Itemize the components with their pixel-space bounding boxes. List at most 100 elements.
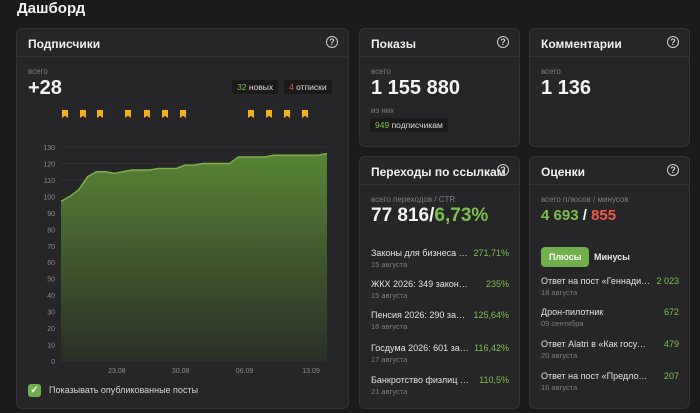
impressions-subs-label: подписчикам xyxy=(391,120,443,130)
link-item-value: 271,71% xyxy=(473,248,509,258)
minus-value: 855 xyxy=(591,207,617,224)
post-marker-icon[interactable] xyxy=(144,110,150,118)
rating-item-title[interactable]: Дрон-пилотник xyxy=(541,307,604,317)
x-tick-label: 30.08 xyxy=(172,368,190,375)
post-marker-icon[interactable] xyxy=(62,110,68,118)
link-item-value: 235% xyxy=(485,279,509,289)
post-marker-icon[interactable] xyxy=(162,110,168,118)
link-item-title[interactable]: Банкротство физлиц 2026 xyxy=(371,375,469,385)
y-tick-label: 90 xyxy=(47,211,55,218)
impressions-total-value: 1 155 880 xyxy=(371,77,460,99)
x-tick-label: 13.09 xyxy=(302,368,320,375)
rating-item-value: 672 xyxy=(663,307,679,317)
subscribers-title: Подписчики xyxy=(28,37,101,51)
show-posts-label[interactable]: Показывать опубликованные посты xyxy=(49,385,199,395)
link-clicks-total-label: всего переходов / CTR xyxy=(371,195,456,204)
comments-card: Комментарии ? всего 1 136 xyxy=(529,28,690,147)
y-tick-label: 80 xyxy=(47,227,55,234)
link-clicks-card: Переходы по ссылкам ? всего переходов / … xyxy=(359,156,520,409)
comments-total-value: 1 136 xyxy=(541,77,592,99)
link-item-title[interactable]: ЖКХ 2026: 349 законов и поправок xyxy=(371,279,469,289)
y-tick-label: 50 xyxy=(47,277,55,284)
post-marker-icon[interactable] xyxy=(97,110,103,118)
unsub-label: отписки xyxy=(296,82,327,92)
unsub-count: 4 xyxy=(289,82,294,92)
impressions-title: Показы xyxy=(371,37,416,51)
ratings-card: Оценки ? всего плюсов / минусов 4 693 / … xyxy=(529,156,690,409)
y-tick-label: 120 xyxy=(43,161,55,168)
y-tick-label: 20 xyxy=(47,326,55,333)
ratings-total: 4 693 / 855 xyxy=(541,207,616,224)
link-item[interactable]: Законы для бизнеса 2026 271,71% 15 авгус… xyxy=(371,248,509,274)
subscribers-total-label: всего xyxy=(28,67,48,76)
link-clicks-total: 77 816/6,73% xyxy=(371,205,488,227)
link-item-title[interactable]: Пенсия 2026: 290 законов xyxy=(371,310,469,320)
comments-title: Комментарии xyxy=(541,37,622,51)
y-tick-label: 70 xyxy=(47,244,55,251)
page-title: Дашборд xyxy=(17,0,86,17)
y-tick-label: 30 xyxy=(47,310,55,317)
link-item-title[interactable]: Госдума 2026: 601 закон xyxy=(371,343,469,353)
divider xyxy=(17,56,348,57)
link-item-value: 116,42% xyxy=(474,343,509,353)
x-tick-label: 06.09 xyxy=(236,368,254,375)
unsubscribed-pill: 4 отписки xyxy=(284,80,332,94)
help-icon[interactable]: ? xyxy=(667,36,679,48)
rating-item[interactable]: Ответ на пост «Геннадий» 2 023 18 август… xyxy=(541,276,679,302)
link-item-value: 110,5% xyxy=(479,375,509,385)
ratings-title: Оценки xyxy=(541,165,586,179)
link-item-value: 125,64% xyxy=(473,310,509,320)
link-item[interactable]: Пенсия 2026: 290 законов 125,64% 16 авгу… xyxy=(371,310,509,336)
rating-item-value: 2 023 xyxy=(656,276,679,286)
rating-item-title[interactable]: Ответ на пост «Геннадий» xyxy=(541,276,651,286)
chart-area xyxy=(61,153,327,361)
divider xyxy=(360,184,519,185)
tab-minus[interactable]: Минусы xyxy=(594,252,630,262)
post-marker-icon[interactable] xyxy=(266,110,272,118)
post-marker-icon[interactable] xyxy=(248,110,254,118)
rating-item-date: 16 августа xyxy=(541,383,578,392)
link-item-date: 15 августа xyxy=(371,291,408,300)
divider xyxy=(530,56,689,57)
post-marker-icon[interactable] xyxy=(80,110,86,118)
link-item[interactable]: Банкротство физлиц 2026 110,5% 21 август… xyxy=(371,375,509,401)
new-label: новых xyxy=(248,82,274,92)
help-icon[interactable]: ? xyxy=(497,36,509,48)
link-item[interactable]: ЖКХ 2026: 349 законов и поправок 235% 15… xyxy=(371,279,509,305)
chart-line xyxy=(60,152,328,202)
post-marker-icon[interactable] xyxy=(180,110,186,118)
help-icon[interactable]: ? xyxy=(667,164,679,176)
rating-item[interactable]: Ответ на пост «Предложение» 207 16 авгус… xyxy=(541,371,679,397)
post-marker-icon[interactable] xyxy=(125,110,131,118)
comments-total-label: всего xyxy=(541,67,561,76)
subscribers-total-value: +28 xyxy=(28,77,62,99)
rating-item[interactable]: Ответ Alatri в «Как государство» 479 20 … xyxy=(541,339,679,365)
help-icon[interactable]: ? xyxy=(326,36,338,48)
help-icon[interactable]: ? xyxy=(497,164,509,176)
link-item-date: 21 августа xyxy=(371,387,408,396)
plus-value: 4 693 xyxy=(541,207,579,224)
y-tick-label: 130 xyxy=(43,145,55,152)
show-posts-checkbox[interactable]: ✓ xyxy=(28,384,41,397)
y-tick-label: 60 xyxy=(47,260,55,267)
impressions-subs-badge: 949 подписчикам xyxy=(370,118,448,132)
link-item-title[interactable]: Законы для бизнеса 2026 xyxy=(371,248,469,258)
divider xyxy=(360,56,519,57)
y-tick-label: 40 xyxy=(47,293,55,300)
new-subscribers-pill: 32 новых xyxy=(232,80,279,94)
tab-plus[interactable]: Плюсы xyxy=(541,247,590,267)
link-item[interactable]: Госдума 2026: 601 закон 116,42% 17 авгус… xyxy=(371,343,509,369)
rating-item-title[interactable]: Ответ Alatri в «Как государство» xyxy=(541,339,651,349)
impressions-subs-count: 949 xyxy=(375,120,390,130)
divider xyxy=(530,184,689,185)
impressions-of-them-label: из них xyxy=(371,106,395,115)
rating-item[interactable]: Дрон-пилотник 672 09 сентября xyxy=(541,307,679,333)
post-marker-icon[interactable] xyxy=(302,110,308,118)
post-marker-icon[interactable] xyxy=(284,110,290,118)
rating-item-title[interactable]: Ответ на пост «Предложение» xyxy=(541,371,651,381)
separator: / xyxy=(582,207,587,224)
y-tick-label: 0 xyxy=(51,359,55,366)
rating-item-value: 479 xyxy=(663,339,679,349)
link-clicks-title: Переходы по ссылкам xyxy=(371,165,506,179)
link-item-date: 16 августа xyxy=(371,322,408,331)
